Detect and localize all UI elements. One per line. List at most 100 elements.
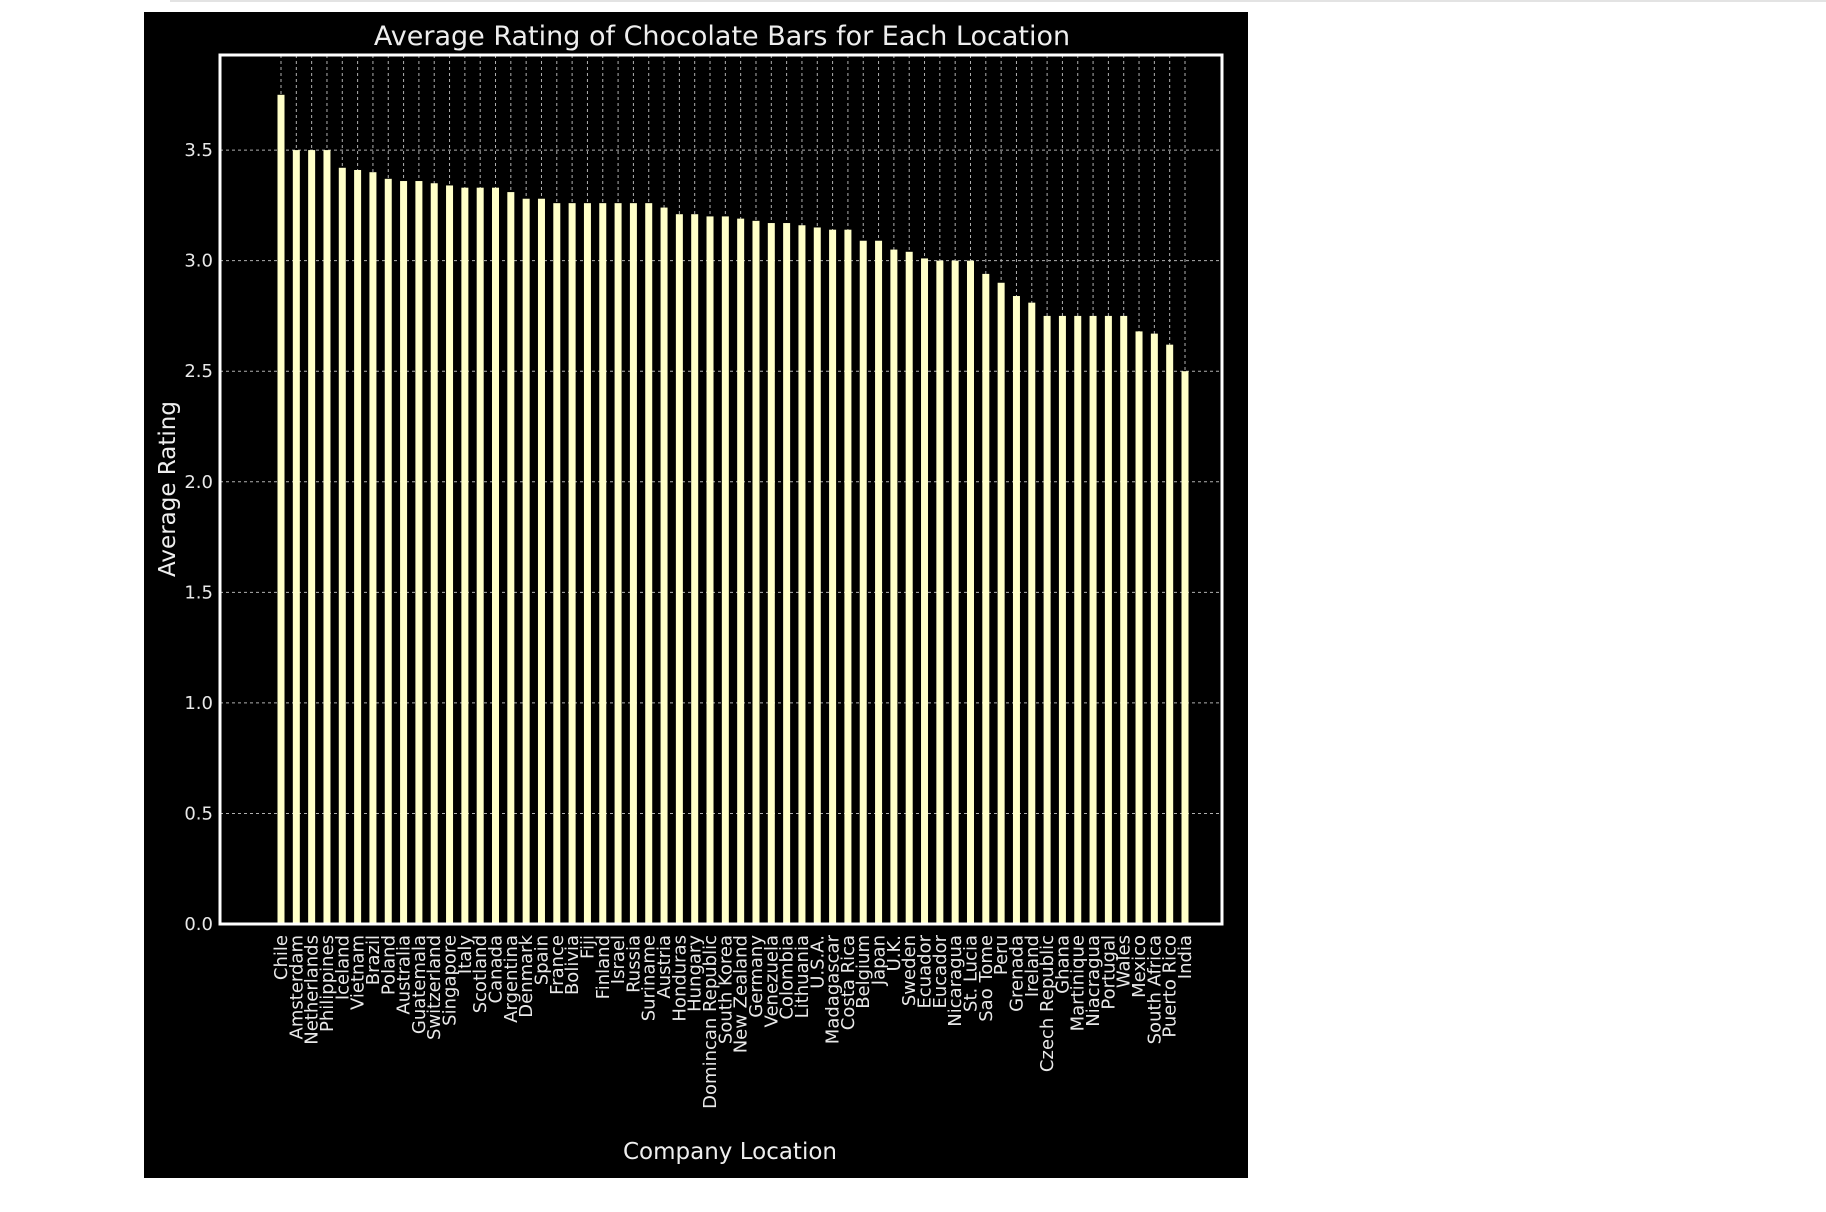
bar: [859, 240, 867, 924]
bar: [767, 223, 775, 924]
bar: [752, 220, 760, 924]
bar: [430, 183, 438, 924]
x-tick-label: Venezuela: [761, 935, 782, 1027]
x-tick-label: Belgium: [853, 935, 874, 1009]
x-tick-label: Fiji: [577, 935, 598, 959]
y-axis-ticks: 0.0 0.5 1.0 1.5 2.0 2.5 3.0 3.5: [184, 140, 213, 935]
x-tick-label: Nicaragua: [945, 935, 966, 1027]
y-tick-label: 2.5: [184, 361, 213, 382]
bar: [446, 185, 454, 924]
bar: [997, 282, 1005, 924]
x-tick-label: Wales: [1114, 935, 1135, 988]
bar: [537, 198, 545, 925]
bar: [798, 225, 806, 924]
bar: [1166, 344, 1174, 925]
x-tick-label: Singapore: [440, 935, 461, 1026]
x-tick-label: Martinique: [1068, 935, 1089, 1031]
x-tick-label: South Africa: [1144, 935, 1165, 1044]
x-tick-label: Spain: [531, 935, 552, 985]
x-tick-label: Russia: [623, 935, 644, 993]
y-tick-label: 3.0: [184, 251, 213, 272]
bar: [1058, 315, 1066, 924]
x-tick-label: Argentina: [501, 935, 522, 1023]
x-tick-label: Canada: [486, 935, 507, 1004]
x-tick-label: South Korea: [715, 935, 736, 1044]
bar: [844, 229, 852, 925]
x-tick-label: Sao Tome: [976, 935, 997, 1022]
bar: [400, 181, 408, 925]
x-tick-label: Ecuador: [915, 934, 936, 1008]
bar: [369, 172, 377, 925]
bar: [890, 249, 898, 925]
x-axis-title: Company Location: [623, 1139, 837, 1165]
bar: [292, 150, 300, 924]
plot-frame: [218, 53, 1224, 926]
x-tick-label: Madagascar: [823, 934, 844, 1044]
bar: [706, 216, 714, 924]
x-tick-label: Eucador: [930, 934, 951, 1008]
bar: [323, 150, 331, 924]
bar: [921, 258, 929, 924]
y-tick-label: 0.5: [184, 803, 213, 824]
bar: [507, 192, 515, 925]
bar: [875, 240, 883, 924]
x-tick-label: Germany: [746, 935, 767, 1018]
x-tick-label: Mexico: [1129, 935, 1150, 998]
x-tick-label: Japan: [869, 935, 890, 986]
bar: [599, 203, 607, 924]
x-tick-label: Puerto Rico: [1160, 935, 1181, 1038]
bar: [308, 150, 316, 924]
bar: [966, 260, 974, 924]
x-tick-label: Brazil: [363, 935, 384, 985]
bar: [1120, 315, 1128, 924]
bar: [1135, 331, 1143, 924]
x-tick-label: Austria: [654, 935, 675, 999]
x-tick-label: France: [547, 935, 568, 995]
bar: [1074, 315, 1082, 924]
x-tick-label: Domincan Republic: [700, 935, 721, 1109]
bar: [583, 203, 591, 924]
bar: [629, 203, 637, 924]
x-tick-label: Suriname: [639, 935, 660, 1021]
x-tick-label: Netherlands: [302, 935, 323, 1045]
x-tick-label: Vietnam: [348, 935, 369, 1010]
x-tick-label: Czech Republic: [1037, 935, 1058, 1072]
bar: [614, 203, 622, 924]
x-tick-label: Costa Rica: [838, 935, 859, 1030]
bar: [384, 178, 392, 924]
bar: [905, 251, 913, 924]
x-tick-label: Poland: [378, 935, 399, 995]
bar: [1012, 296, 1020, 924]
bar-chart: Average Rating of Chocolate Bars for Eac…: [155, 21, 1224, 1165]
x-tick-label: Amsterdam: [286, 935, 307, 1039]
bar: [951, 260, 959, 924]
bars: [277, 94, 1189, 925]
bar: [783, 223, 791, 924]
chart-title: Average Rating of Chocolate Bars for Eac…: [374, 21, 1070, 52]
bar: [829, 229, 837, 925]
x-tick-label: Chile: [271, 935, 292, 980]
top-divider: [170, 0, 1826, 2]
bar: [461, 187, 469, 924]
x-tick-label: Ghana: [1052, 935, 1073, 994]
bar: [660, 207, 668, 925]
x-tick-label: Ireland: [1022, 935, 1043, 997]
bar: [415, 181, 423, 925]
bar: [553, 203, 561, 924]
bar: [354, 169, 362, 925]
x-tick-label: Switzerland: [424, 935, 445, 1040]
y-tick-label: 2.0: [184, 472, 213, 493]
x-tick-label: Peru: [991, 935, 1012, 975]
bar: [721, 216, 729, 924]
x-tick-label: Denmark: [516, 934, 537, 1017]
x-tick-label: Sweden: [899, 935, 920, 1006]
bar: [1181, 371, 1189, 924]
x-tick-label: Hungary: [685, 935, 706, 1012]
x-tick-label: Finland: [593, 935, 614, 999]
bar: [277, 94, 285, 925]
x-tick-label: India: [1175, 935, 1196, 979]
x-tick-label: Colombia: [777, 935, 798, 1020]
bar: [982, 273, 990, 924]
bar: [691, 214, 699, 924]
x-tick-label: Portugal: [1098, 935, 1119, 1010]
